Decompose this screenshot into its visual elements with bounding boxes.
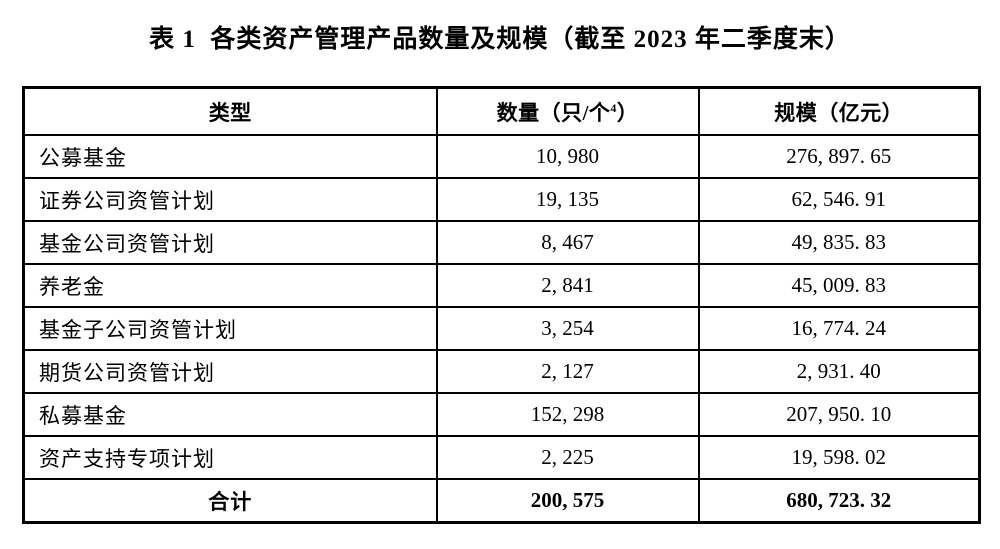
cell-scale: 276, 897. 65 bbox=[697, 134, 981, 179]
cell-count: 8, 467 bbox=[435, 220, 700, 265]
table-row: 基金公司资管计划 8, 467 49, 835. 83 bbox=[22, 220, 981, 265]
table-caption: 表 1 各类资产管理产品数量及规模（截至 2023 年二季度末） bbox=[149, 26, 851, 53]
cell-type: 公募基金 bbox=[22, 134, 438, 179]
cell-scale: 62, 546. 91 bbox=[697, 177, 981, 222]
cell-count: 19, 135 bbox=[435, 177, 700, 222]
cell-scale: 16, 774. 24 bbox=[697, 306, 981, 351]
cell-type: 资产支持专项计划 bbox=[22, 435, 438, 480]
cell-scale: 19, 598. 02 bbox=[697, 435, 981, 480]
header-count-prefix: 数量（只/个 bbox=[496, 100, 611, 125]
header-row: 类型 数量（只/个4） 规模（亿元） bbox=[22, 86, 981, 136]
cell-count: 3, 254 bbox=[435, 306, 700, 351]
header-scale: 规模（亿元） bbox=[697, 86, 981, 136]
cell-total-count: 200, 575 bbox=[435, 478, 700, 524]
cell-type: 证券公司资管计划 bbox=[22, 177, 438, 222]
header-count: 数量（只/个4） bbox=[435, 86, 700, 136]
cell-total-scale: 680, 723. 32 bbox=[697, 478, 981, 524]
footnote-marker: 4 bbox=[610, 100, 617, 115]
cell-type: 私募基金 bbox=[22, 392, 438, 437]
header-count-suffix: ） bbox=[616, 100, 639, 125]
cell-count: 2, 841 bbox=[435, 263, 700, 308]
cell-type: 养老金 bbox=[22, 263, 438, 308]
cell-count: 2, 127 bbox=[435, 349, 700, 394]
cell-scale: 45, 009. 83 bbox=[697, 263, 981, 308]
cell-scale: 2, 931. 40 bbox=[697, 349, 981, 394]
cell-type: 基金公司资管计划 bbox=[22, 220, 438, 265]
table-row: 私募基金 152, 298 207, 950. 10 bbox=[22, 392, 981, 437]
cell-scale: 207, 950. 10 bbox=[697, 392, 981, 437]
table-row: 证券公司资管计划 19, 135 62, 546. 91 bbox=[22, 177, 981, 222]
cell-count: 2, 225 bbox=[435, 435, 700, 480]
cell-type: 期货公司资管计划 bbox=[22, 349, 438, 394]
cell-type: 基金子公司资管计划 bbox=[22, 306, 438, 351]
table-row: 基金子公司资管计划 3, 254 16, 774. 24 bbox=[22, 306, 981, 351]
cell-total-label: 合计 bbox=[22, 478, 438, 524]
table-row: 资产支持专项计划 2, 225 19, 598. 02 bbox=[22, 435, 981, 480]
table-row: 养老金 2, 841 45, 009. 83 bbox=[22, 263, 981, 308]
cell-count: 152, 298 bbox=[435, 392, 700, 437]
asset-products-table: 类型 数量（只/个4） 规模（亿元） 公募基金 10, 980 276, 897… bbox=[22, 86, 981, 524]
cell-scale: 49, 835. 83 bbox=[697, 220, 981, 265]
header-type: 类型 bbox=[22, 86, 438, 136]
total-row: 合计 200, 575 680, 723. 32 bbox=[22, 478, 981, 524]
cell-count: 10, 980 bbox=[435, 134, 700, 179]
table-container: 类型 数量（只/个4） 规模（亿元） 公募基金 10, 980 276, 897… bbox=[22, 86, 981, 524]
table-row: 公募基金 10, 980 276, 897. 65 bbox=[22, 134, 981, 179]
table-row: 期货公司资管计划 2, 127 2, 931. 40 bbox=[22, 349, 981, 394]
